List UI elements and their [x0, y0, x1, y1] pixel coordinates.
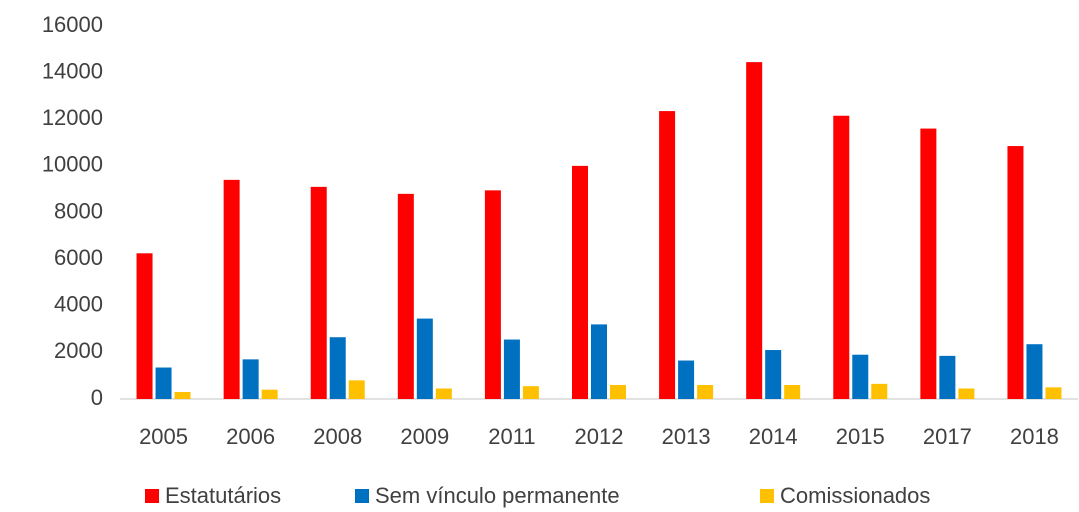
bar: [746, 62, 763, 400]
bar: [572, 165, 588, 399]
bar: [1045, 387, 1062, 399]
bar: [697, 385, 714, 399]
x-tick-label: 2018: [1010, 424, 1059, 449]
y-tick-label: 0: [91, 385, 103, 410]
y-tick-label: 6000: [54, 245, 103, 270]
x-tick-label: 2011: [488, 424, 535, 449]
bar: [136, 253, 153, 399]
bar: [242, 359, 259, 399]
bar: [416, 318, 433, 399]
x-tick-label: 2012: [575, 424, 624, 449]
y-tick-label: 12000: [42, 105, 103, 130]
bar: [939, 355, 956, 399]
bar: [784, 385, 801, 399]
y-tick-label: 8000: [54, 198, 103, 223]
bar: [397, 193, 414, 399]
x-tick-label: 2013: [662, 424, 711, 449]
x-tick-label: 2006: [226, 424, 275, 449]
y-tick-label: 16000: [42, 12, 103, 37]
x-tick-label: 2015: [836, 424, 885, 449]
legend-label: Comissionados: [780, 483, 930, 508]
bar: [920, 128, 937, 399]
bar: [678, 360, 695, 399]
x-tick-label: 2014: [749, 424, 798, 449]
x-tick-label: 2009: [400, 424, 449, 449]
bar: [329, 337, 346, 399]
legend-swatch: [760, 489, 774, 503]
bar: [591, 324, 607, 399]
bar: [223, 179, 240, 399]
bar: [1007, 146, 1024, 399]
bar: [155, 367, 172, 399]
legend-swatch: [145, 489, 159, 503]
bar: [174, 392, 191, 399]
bar: [958, 388, 975, 399]
bar: [503, 339, 520, 399]
x-tick-label: 2008: [313, 424, 362, 449]
bar: [852, 354, 869, 399]
bar: [610, 385, 626, 399]
legend-label: Estatutários: [165, 483, 281, 508]
y-tick-label: 2000: [54, 338, 103, 363]
bar: [348, 380, 365, 399]
bar: [310, 186, 327, 399]
x-tick-label: 2017: [923, 424, 972, 449]
y-tick-label: 10000: [42, 152, 103, 177]
bar: [522, 386, 539, 399]
legend-label: Sem vínculo permanente: [375, 483, 620, 508]
bar: [261, 389, 278, 399]
bar: [765, 350, 782, 399]
bar: [833, 115, 850, 400]
y-tick-label: 4000: [54, 292, 103, 317]
bar: [659, 111, 676, 399]
bar: [871, 383, 888, 399]
y-tick-label: 14000: [42, 58, 103, 83]
bar: [484, 190, 501, 399]
bar: [435, 388, 452, 399]
bar: [1026, 344, 1043, 399]
x-tick-label: 2005: [139, 424, 188, 449]
legend-swatch: [355, 489, 369, 503]
